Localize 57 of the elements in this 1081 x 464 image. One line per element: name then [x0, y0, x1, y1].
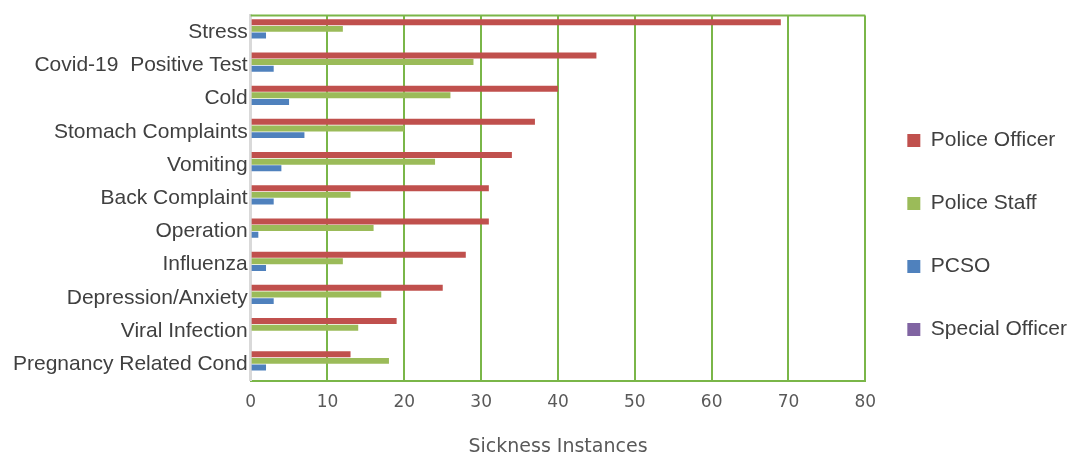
x-tick-label: 20 [393, 391, 416, 412]
bar [251, 132, 305, 139]
y-tick-label: Covid-19 Positive Test [34, 52, 248, 76]
bar [251, 125, 405, 132]
bar [251, 324, 359, 331]
y-tick-label: Back Complaint [100, 185, 248, 208]
bar [251, 298, 274, 305]
bar [251, 158, 436, 165]
bar [251, 92, 451, 99]
legend-label: PCSO [930, 253, 991, 277]
x-tick-label: 60 [700, 391, 723, 412]
x-tick-label: 30 [470, 391, 492, 412]
bar [251, 59, 474, 66]
y-tick-label: Operation [155, 218, 248, 242]
bar [251, 65, 274, 72]
bar [251, 52, 597, 59]
bar [251, 198, 274, 205]
bar [251, 98, 290, 105]
y-tick-label: Stress [188, 19, 248, 42]
x-tick-label: 10 [316, 391, 339, 412]
x-tick-label: 0 [245, 391, 257, 412]
bar [251, 357, 389, 364]
bar [251, 152, 512, 159]
y-tick-label: Stomach Complaints [53, 118, 248, 142]
x-tick-label: 80 [854, 391, 877, 412]
x-tick-label: 40 [547, 391, 569, 412]
x-tick-label: 50 [624, 391, 646, 412]
bar [251, 264, 267, 271]
bar [251, 191, 351, 198]
bar [251, 318, 397, 325]
y-tick-label: Pregnancy Related Cond [12, 351, 248, 374]
bar [251, 251, 466, 258]
bar [251, 364, 267, 371]
bar [251, 165, 282, 172]
x-axis-title: Sickness Instances [468, 433, 648, 456]
bar [251, 258, 343, 265]
y-tick-label: Depression/Anxiety [66, 284, 249, 308]
bar [251, 85, 558, 92]
bar [251, 291, 382, 298]
bar [251, 32, 267, 39]
x-tick-label: 70 [777, 391, 800, 412]
bar [251, 231, 259, 238]
legend-label: Police Officer [930, 127, 1056, 151]
y-tick-label: Vomiting [167, 151, 248, 175]
bar [251, 185, 489, 192]
bar [251, 225, 374, 232]
bar [251, 25, 343, 32]
y-tick-label: Influenza [162, 251, 248, 275]
y-tick-label: Cold [204, 85, 248, 109]
bar [251, 351, 351, 358]
legend-label: Police Staff [930, 190, 1037, 214]
bar [251, 118, 535, 125]
y-tick-label: Viral Infection [120, 317, 248, 341]
bar [251, 284, 443, 291]
bar [251, 19, 781, 26]
legend-label: Special Officer [930, 316, 1068, 340]
bar [251, 218, 489, 225]
